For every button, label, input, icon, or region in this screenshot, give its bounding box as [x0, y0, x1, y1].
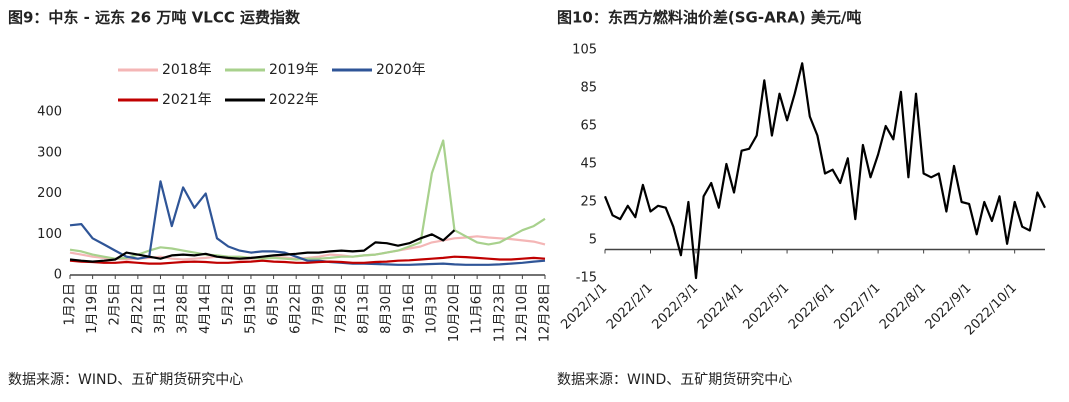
x-tick-label: 2022/4/1 — [695, 281, 747, 333]
x-tick-label: 5月19日 — [243, 283, 258, 334]
chart-title: 图10：东西方燃料油价差(SG-ARA) 美元/吨 — [557, 9, 861, 27]
source-note: 数据来源：WIND、五矿期货研究中心 — [8, 371, 243, 388]
chart-title: 图9：中东 - 远东 26 万吨 VLCC 运费指数 — [8, 9, 301, 27]
x-tick-label: 3月11日 — [153, 283, 168, 334]
data-line — [69, 229, 456, 263]
x-tick-label: 5月2日 — [221, 283, 236, 326]
data-line — [69, 255, 546, 265]
data-line — [69, 139, 546, 261]
y-tick-label: 85 — [580, 81, 597, 96]
x-tick-label: 6月22日 — [289, 283, 304, 334]
source-note: 数据来源：WIND、五矿期货研究中心 — [557, 371, 792, 388]
y-tick-label: 200 — [37, 186, 62, 201]
y-tick-label: -15 — [576, 271, 597, 286]
legend-label: 2020年 — [376, 62, 426, 78]
x-tick-label: 6月5日 — [266, 283, 281, 326]
y-tick-label: 0 — [54, 268, 62, 283]
legend-label: 2021年 — [162, 92, 212, 108]
x-tick-label: 10月20日 — [447, 283, 462, 342]
x-tick-label: 2022/7/1 — [832, 281, 884, 333]
x-tick-label: 11月23日 — [492, 283, 507, 342]
x-tick-label: 10月3日 — [424, 283, 439, 334]
x-tick-label: 7月26日 — [334, 283, 349, 334]
y-tick-label: 65 — [580, 119, 597, 134]
x-tick-label: 2022/3/1 — [649, 281, 701, 333]
x-tick-label: 12月28日 — [538, 283, 553, 342]
x-tick-label: 2022/6/1 — [786, 281, 838, 333]
y-tick-label: 300 — [37, 145, 62, 160]
x-tick-label: 9月16日 — [402, 283, 417, 334]
y-tick-label: 400 — [37, 105, 62, 120]
x-tick-label: 1月2日 — [63, 283, 78, 326]
x-tick-label: 2022/8/1 — [877, 281, 929, 333]
x-tick-label: 11月6日 — [470, 283, 485, 334]
legend-label: 2018年 — [162, 62, 212, 78]
x-tick-label: 12月10日 — [515, 283, 530, 342]
y-tick-label: 45 — [580, 157, 597, 172]
legend-label: 2022年 — [269, 92, 319, 108]
x-tick-label: 8月13日 — [357, 283, 372, 334]
x-tick-label: 3月28日 — [176, 283, 191, 334]
x-tick-label: 4月14日 — [198, 283, 213, 334]
y-tick-label: 100 — [37, 227, 62, 242]
legend-label: 2019年 — [269, 62, 319, 78]
data-line — [603, 62, 1046, 280]
x-tick-label: 8月30日 — [379, 283, 394, 334]
x-tick-label: 2022/1/1 — [558, 281, 610, 333]
y-tick-label: 5 — [589, 233, 597, 248]
x-tick-label: 7月9日 — [311, 283, 326, 326]
x-tick-label: 2月22日 — [130, 283, 145, 334]
x-tick-label: 1月19日 — [85, 283, 100, 334]
y-tick-label: 25 — [580, 195, 597, 210]
x-tick-label: 2月5日 — [108, 283, 123, 326]
x-tick-label: 2022/5/1 — [740, 281, 792, 333]
y-tick-label: 105 — [572, 43, 597, 58]
x-tick-label: 2022/2/1 — [604, 281, 656, 333]
